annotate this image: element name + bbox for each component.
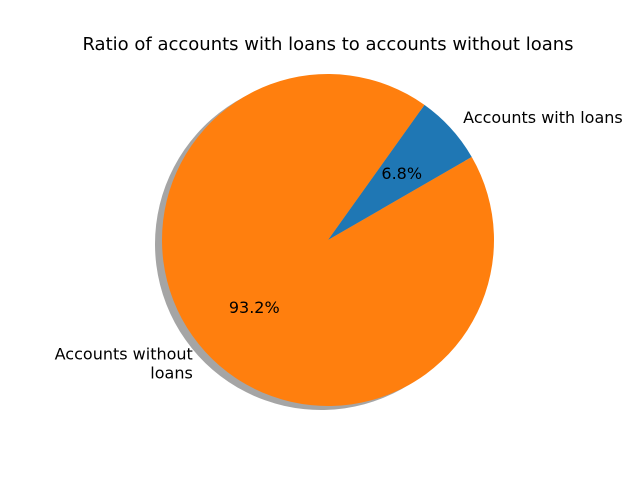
pie-slice-0 xyxy=(328,104,472,241)
pie-pct-label-1: 93.2% xyxy=(229,298,280,317)
pie-pct-label-0: 6.8% xyxy=(381,164,422,183)
pie-slices xyxy=(162,74,495,407)
pie-category-label-0: Accounts with loans xyxy=(463,108,623,127)
chart-title: Ratio of accounts with loans to accounts… xyxy=(82,34,573,55)
pie-labels: 6.8% Accounts with loans 93.2% Accounts wit… xyxy=(55,108,623,382)
pie-category-label-1: Accounts without loans xyxy=(55,344,193,382)
pie-slice-1 xyxy=(162,74,495,407)
